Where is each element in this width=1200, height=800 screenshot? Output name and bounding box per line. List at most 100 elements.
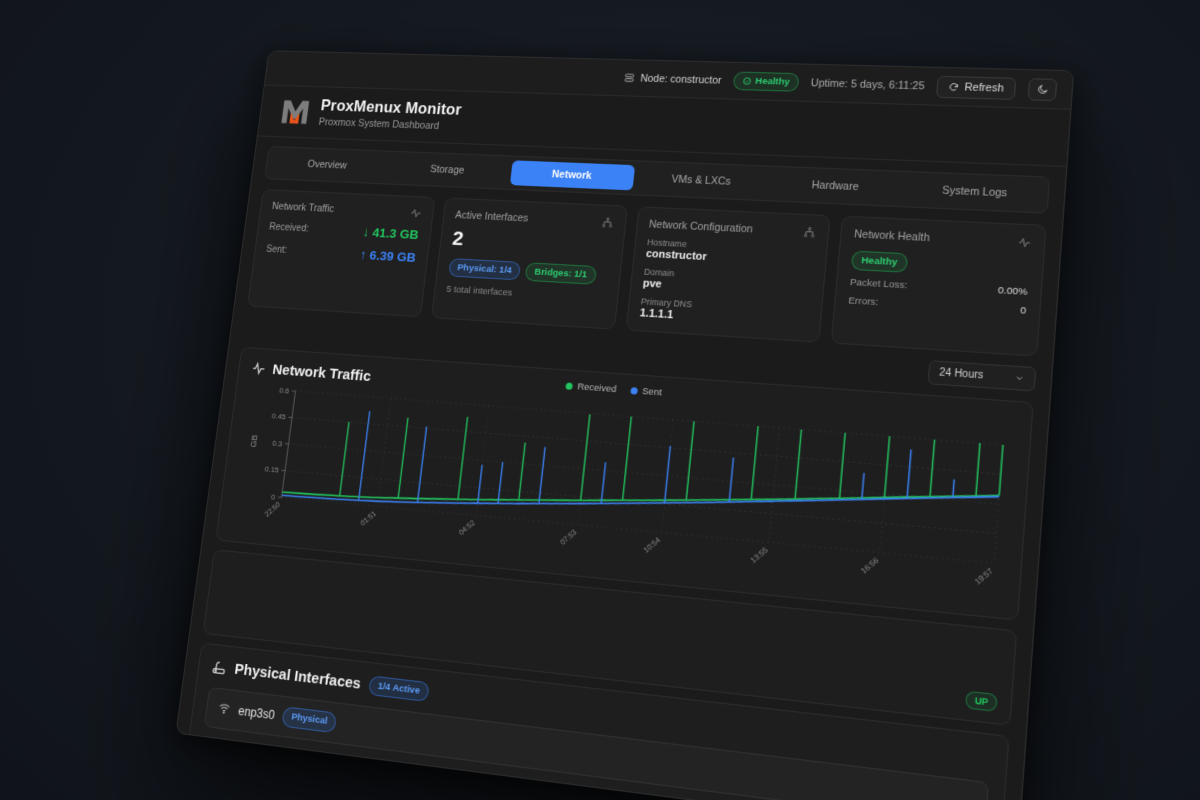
badge-bridges-count: Bridges: 1/1	[524, 262, 597, 286]
chart-spike-sent	[665, 446, 671, 503]
card-title-active-interfaces: Active Interfaces	[454, 209, 529, 225]
server-icon	[623, 72, 635, 83]
status-badge-health: Healthy	[732, 71, 800, 92]
interface-type-badge: Physical	[281, 706, 338, 733]
tab-overview[interactable]: Overview	[306, 158, 348, 172]
packet-loss-label: Packet Loss:	[849, 277, 908, 292]
x-axis-tick: 22:50	[263, 500, 281, 519]
activity-icon	[409, 207, 421, 219]
chart-spike-received	[930, 440, 935, 497]
page-title: ProxMenux Monitor	[319, 97, 463, 119]
y-axis-tick: 0.45	[271, 412, 286, 422]
refresh-icon	[948, 82, 959, 92]
chart-spike-received	[398, 418, 408, 498]
errors-value: 0	[1019, 305, 1027, 318]
chart-title: Network Traffic	[271, 361, 372, 385]
chart-spike-received	[976, 443, 980, 496]
y-axis-tick: 0.6	[279, 386, 291, 395]
card-title-network-configuration: Network Configuration	[648, 218, 754, 236]
legend-item-sent: Sent	[629, 385, 662, 398]
chart-spike-sent	[359, 411, 370, 500]
chart-spike-sent	[907, 450, 911, 499]
chart-spike-sent	[729, 458, 733, 502]
chevron-down-icon	[1014, 373, 1025, 383]
tab-system-logs[interactable]: System Logs	[941, 184, 1008, 200]
chart-spike-received	[686, 421, 694, 500]
chart-canvas[interactable]: 0 0.15 0.3 0.45 0.6 GB 22:50 01:51 04:52 07:53 10:…	[230, 382, 1014, 607]
interface-name: enp3s0	[237, 703, 276, 723]
time-range-value: 24 Hours	[938, 367, 984, 382]
chart-line-sent	[282, 438, 999, 561]
x-axis-tick: 04:52	[457, 518, 476, 537]
y-axis-label: GB	[249, 434, 260, 447]
refresh-button[interactable]: Refresh	[936, 75, 1017, 100]
network-health-status-badge: Healthy	[851, 250, 908, 274]
network-nodes-icon	[601, 216, 614, 228]
network-nodes-icon	[803, 226, 816, 239]
x-axis-tick: 16:56	[859, 555, 881, 575]
sent-label: Sent:	[265, 244, 288, 256]
packet-loss-value: 0.00%	[997, 285, 1028, 299]
page-subtitle: Proxmox System Dashboard	[318, 116, 440, 132]
chart-spike-received	[623, 417, 632, 501]
card-active-interfaces: Active Interfaces 2 Physical: 1/4 Bridge…	[430, 197, 628, 330]
y-axis-tick: 0.3	[272, 439, 284, 449]
chart-spike-sent	[418, 426, 427, 502]
x-axis-tick: 01:51	[359, 509, 378, 528]
wifi-icon	[217, 702, 231, 717]
chart-spike-received	[795, 430, 801, 499]
chart-spike-received	[884, 436, 889, 497]
chart-line-received	[282, 437, 999, 558]
chart-spike-received	[999, 445, 1003, 496]
check-circle-icon	[742, 77, 752, 86]
tab-storage[interactable]: Storage	[429, 163, 465, 177]
chart-spike-sent	[953, 479, 954, 497]
refresh-label: Refresh	[964, 81, 1005, 95]
y-axis-tick: 0.15	[264, 465, 280, 475]
card-title-network-traffic: Network Traffic	[271, 200, 335, 215]
chart-spike-received	[581, 414, 590, 500]
x-axis-tick: 19:57	[973, 566, 995, 587]
chart-spike-sent	[498, 462, 503, 503]
time-range-select[interactable]: 24 Hours	[927, 360, 1037, 392]
y-axis-tick: 0	[271, 493, 277, 502]
card-title-network-health: Network Health	[853, 228, 931, 245]
chart-spike-sent	[862, 473, 864, 499]
activity-icon	[1018, 236, 1032, 249]
health-badge-label: Healthy	[754, 75, 791, 88]
badge-physical-count: Physical: 1/4	[447, 258, 522, 281]
received-value: ↓ 41.3 GB	[362, 224, 420, 242]
chart-spike-sent	[478, 465, 482, 503]
tab-vms-lxcs[interactable]: VMs & LXCs	[670, 173, 732, 188]
legend-dot-received	[565, 382, 573, 390]
moon-icon	[1036, 83, 1049, 94]
brand-header: ProxMenux Monitor Proxmox System Dashboa…	[257, 85, 1071, 167]
x-axis-tick: 07:53	[558, 527, 578, 546]
physical-interfaces-title: Physical Interfaces	[233, 660, 362, 693]
chart-spike-received	[458, 417, 468, 499]
tab-network[interactable]: Network	[509, 160, 635, 191]
physical-active-badge: 1/4 Active	[368, 675, 430, 703]
total-interfaces-label: 5 total interfaces	[445, 284, 513, 299]
card-network-traffic: Network Traffic Received: ↓ 41.3 GB Sent…	[247, 189, 436, 318]
node-indicator: Node: constructor	[623, 72, 722, 86]
legend-dot-sent	[629, 387, 638, 395]
x-axis-tick: 13:55	[749, 545, 770, 565]
tab-hardware[interactable]: Hardware	[811, 179, 860, 194]
received-label: Received:	[268, 222, 310, 235]
active-interfaces-count: 2	[451, 227, 465, 251]
uptime-label: Uptime: 5 days, 6:11:25	[810, 76, 926, 92]
chart-spike-received	[751, 426, 758, 499]
router-icon	[211, 659, 228, 677]
chart-spike-received	[340, 422, 349, 496]
card-network-configuration: Network Configuration Hostname construct…	[625, 206, 831, 343]
sent-value: ↑ 6.39 GB	[359, 247, 417, 265]
x-axis-tick: 10:54	[642, 535, 662, 555]
theme-toggle-button[interactable]	[1027, 77, 1058, 101]
errors-label: Errors:	[847, 295, 879, 309]
chart-spike-sent	[601, 462, 605, 503]
app-window: Node: constructor Healthy Uptime: 5 days…	[175, 50, 1075, 800]
status-badge-up: UP	[965, 690, 998, 712]
activity-icon	[251, 361, 266, 376]
